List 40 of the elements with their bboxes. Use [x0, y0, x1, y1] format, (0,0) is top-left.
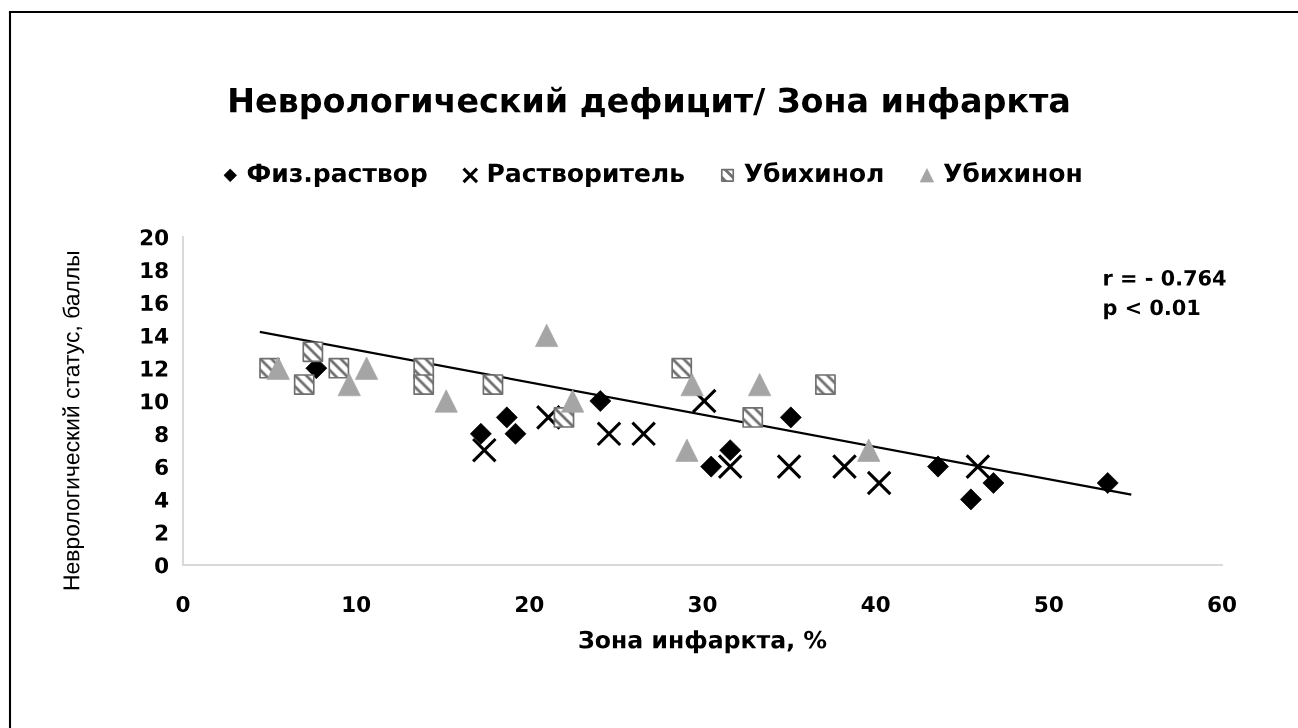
point [965, 453, 991, 480]
x-tick-label: 50 [1035, 595, 1063, 613]
legend-label: Убихинол [744, 162, 883, 183]
legend-label: Убихинон [943, 162, 1081, 183]
point [589, 390, 612, 412]
point [535, 323, 559, 347]
y-tick-label: 14 [141, 327, 169, 344]
legend-label: Растворитель [488, 163, 684, 188]
x-tick-label: 40 [861, 595, 890, 613]
x-tick-label: 20 [516, 595, 544, 613]
x-tick-label: 0 [176, 595, 190, 613]
point [776, 453, 802, 480]
point [866, 470, 892, 496]
y-tick-label: 2 [155, 524, 168, 541]
x-tick-label: 60 [1208, 595, 1236, 613]
x-tick-label: 10 [343, 595, 371, 613]
y-tick-label: 12 [141, 360, 168, 377]
y-tick-label: 16 [141, 294, 168, 312]
annotation: p < 0.01 [1104, 299, 1200, 320]
point [471, 437, 498, 463]
point [691, 388, 717, 414]
point [831, 453, 858, 480]
x-tick-label: 30 [688, 595, 717, 613]
y-tick-label: 20 [140, 229, 169, 246]
legend-label: Физ.раствор [247, 163, 427, 188]
point [630, 421, 657, 447]
point [1096, 472, 1119, 494]
y-tick-label: 0 [155, 557, 169, 574]
point [469, 422, 492, 445]
y-tick-label: 6 [155, 458, 168, 476]
y-tick-label: 18 [141, 262, 168, 279]
y-tick-label: 8 [155, 426, 168, 443]
point [596, 421, 622, 447]
y-tick-label: 4 [155, 491, 169, 508]
y-tick-label: 10 [141, 393, 169, 410]
chart-title: Неврологический дефицит/ Зона инфаркта [230, 86, 1069, 120]
annotation: r = - 0.764 [1104, 269, 1226, 286]
point [717, 453, 743, 480]
x-axis-title: Зона инфаркта, % [579, 630, 827, 654]
y-axis-title: Неврологический статус, баллы [62, 251, 84, 590]
